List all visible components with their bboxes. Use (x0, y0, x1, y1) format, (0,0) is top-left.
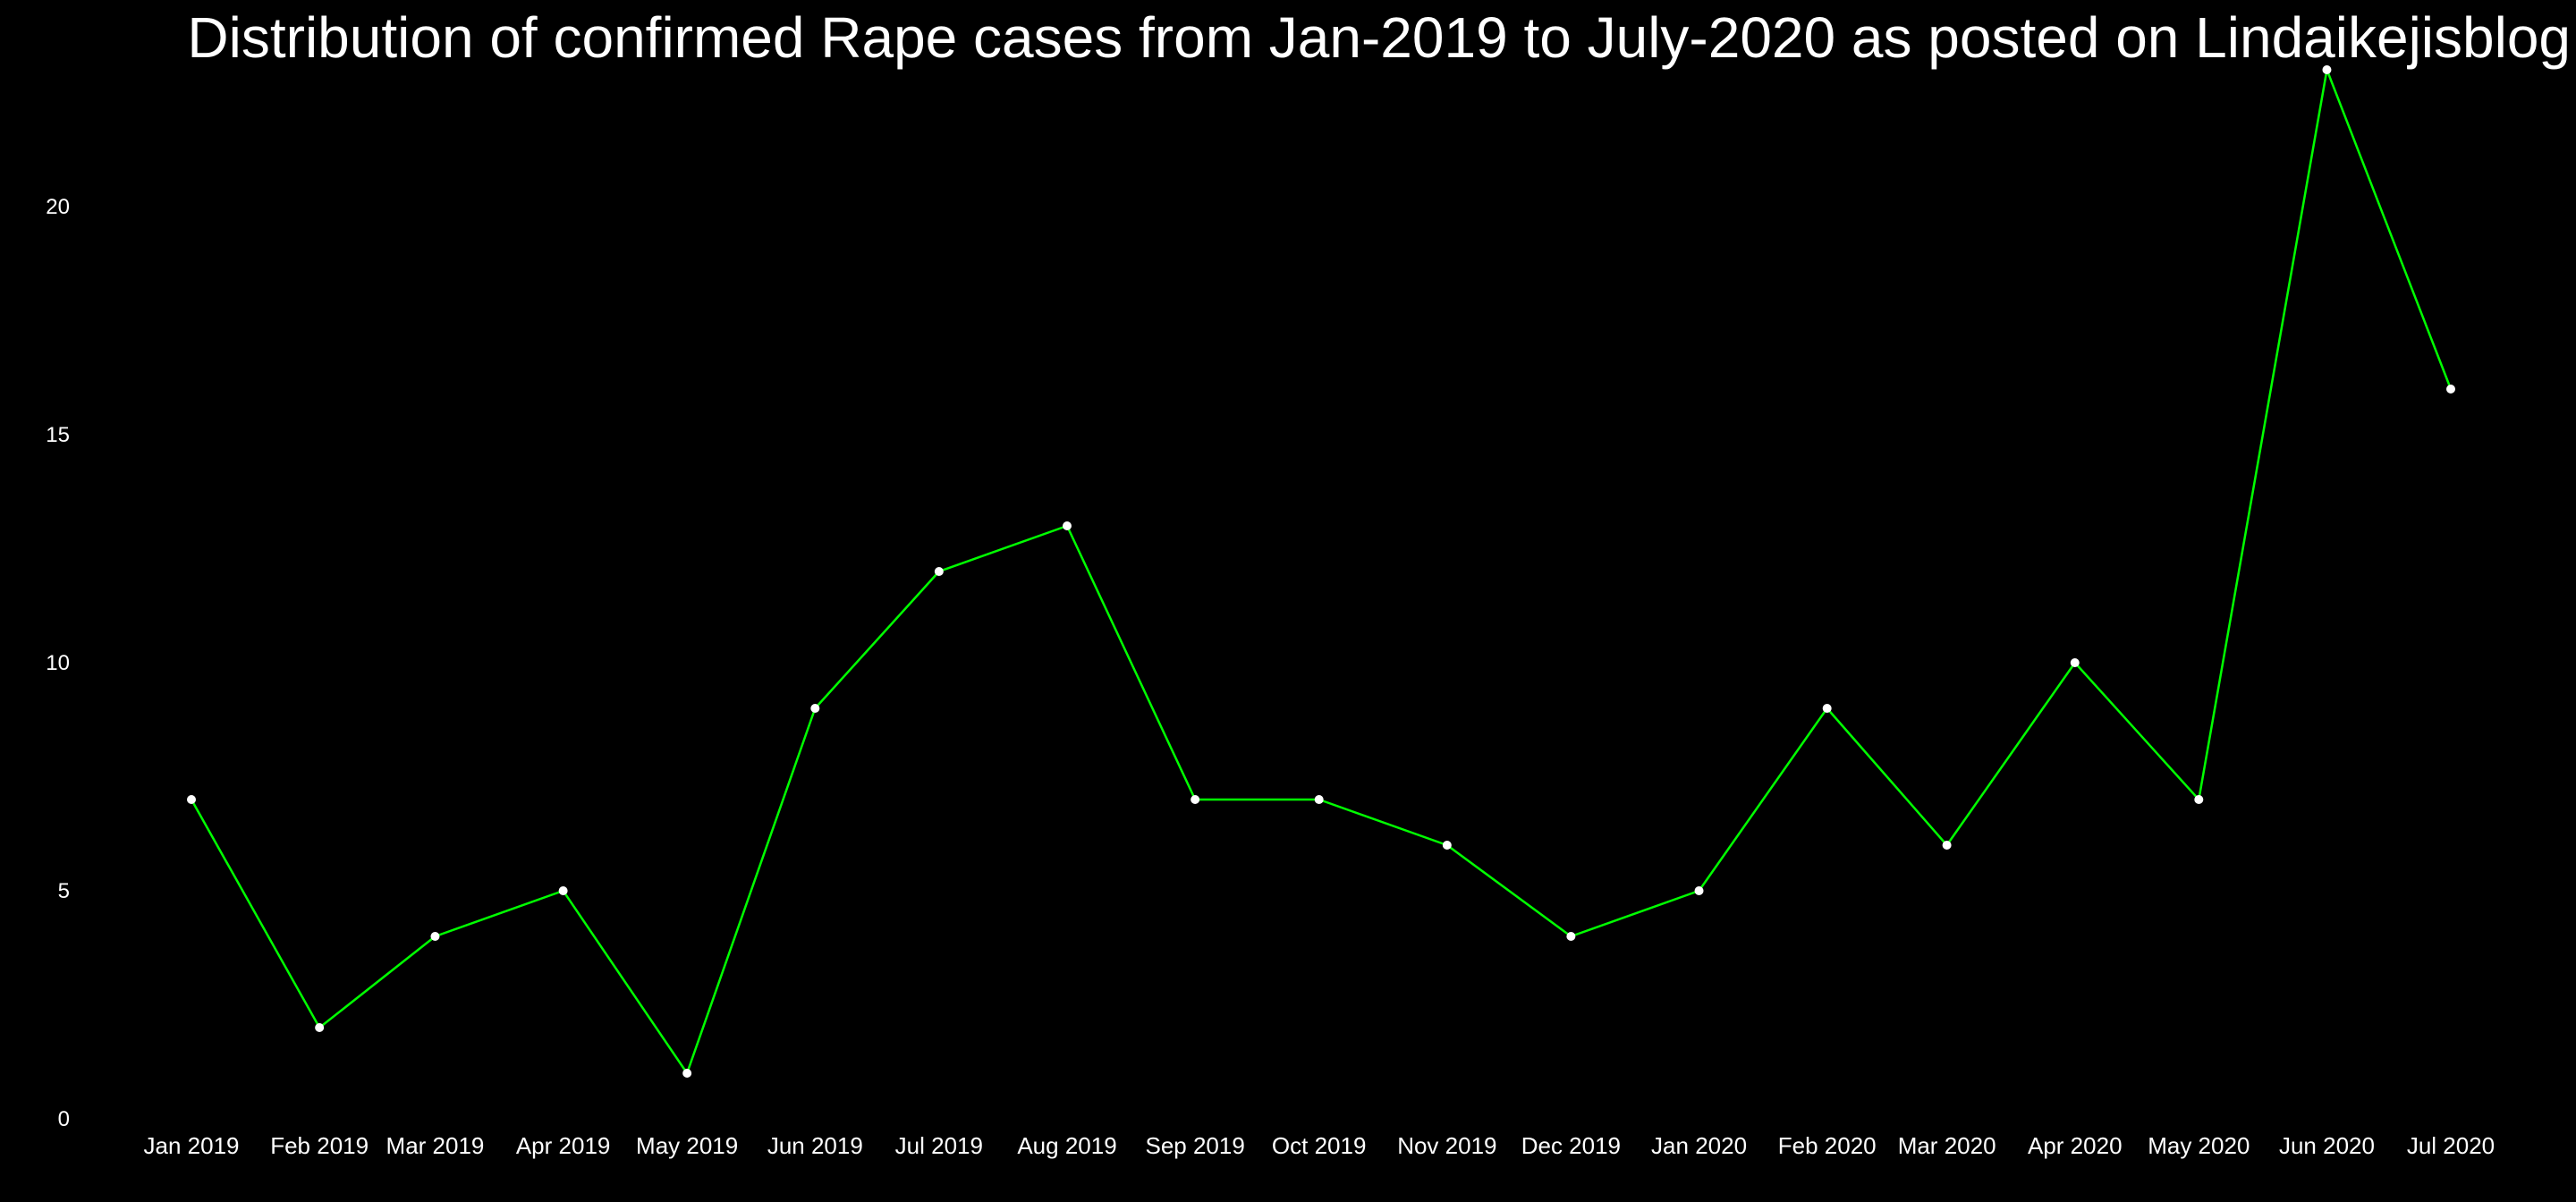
y-tick-label: 15 (46, 423, 70, 447)
y-tick-label: 10 (46, 651, 70, 675)
data-point (2194, 795, 2204, 804)
data-point (2446, 385, 2455, 394)
data-point (810, 704, 820, 713)
x-tick-label: Apr 2020 (2028, 1132, 2123, 1159)
series-lines (190, 68, 2453, 1075)
data-point (1191, 795, 1200, 804)
data-point (430, 932, 440, 941)
x-tick-label: Mar 2019 (386, 1132, 485, 1159)
y-tick-label: 5 (58, 879, 70, 903)
data-point (1942, 841, 1952, 850)
x-tick-label: Dec 2019 (1521, 1132, 1621, 1159)
data-point (315, 1023, 325, 1032)
data-point (558, 886, 568, 895)
series-line (190, 68, 2453, 1075)
x-tick-label: Jan 2019 (144, 1132, 240, 1159)
x-tick-label: Jun 2019 (767, 1132, 863, 1159)
x-axis-tick-labels: Jan 2019 Feb 2019 Mar 2019 Apr 2019 May 2019… (144, 1132, 2496, 1159)
x-tick-label: Aug 2019 (1017, 1132, 1116, 1159)
x-tick-label: Oct 2019 (1272, 1132, 1367, 1159)
x-tick-label: Apr 2019 (516, 1132, 611, 1159)
series-points (187, 65, 2455, 1078)
x-tick-label: Jan 2020 (1651, 1132, 1747, 1159)
chart-title: Distribution of confirmed Rape cases fro… (187, 5, 2571, 70)
data-point (1062, 521, 1072, 530)
data-point (1314, 795, 1324, 804)
data-point (1566, 932, 1576, 941)
y-axis-tick-labels: 0 5 10 15 20 (46, 195, 70, 1131)
data-point (1822, 704, 1832, 713)
data-point (2322, 65, 2332, 74)
x-tick-label: Sep 2019 (1145, 1132, 1244, 1159)
data-point (682, 1069, 692, 1078)
x-tick-label: Nov 2019 (1397, 1132, 1496, 1159)
x-tick-label: Jul 2020 (2407, 1132, 2495, 1159)
x-tick-label: Feb 2019 (270, 1132, 369, 1159)
x-tick-label: Jul 2019 (895, 1132, 983, 1159)
data-point (1442, 841, 1452, 850)
x-tick-label: Jun 2020 (2279, 1132, 2375, 1159)
x-tick-label: May 2020 (2148, 1132, 2250, 1159)
data-point (187, 795, 196, 804)
x-tick-label: Feb 2020 (1778, 1132, 1877, 1159)
data-point (1694, 886, 1704, 895)
data-point (934, 567, 944, 576)
y-tick-label: 20 (46, 195, 70, 219)
data-point (2070, 658, 2080, 667)
y-tick-label: 0 (58, 1107, 70, 1131)
x-tick-label: Mar 2020 (1898, 1132, 1996, 1159)
x-tick-label: May 2019 (636, 1132, 738, 1159)
